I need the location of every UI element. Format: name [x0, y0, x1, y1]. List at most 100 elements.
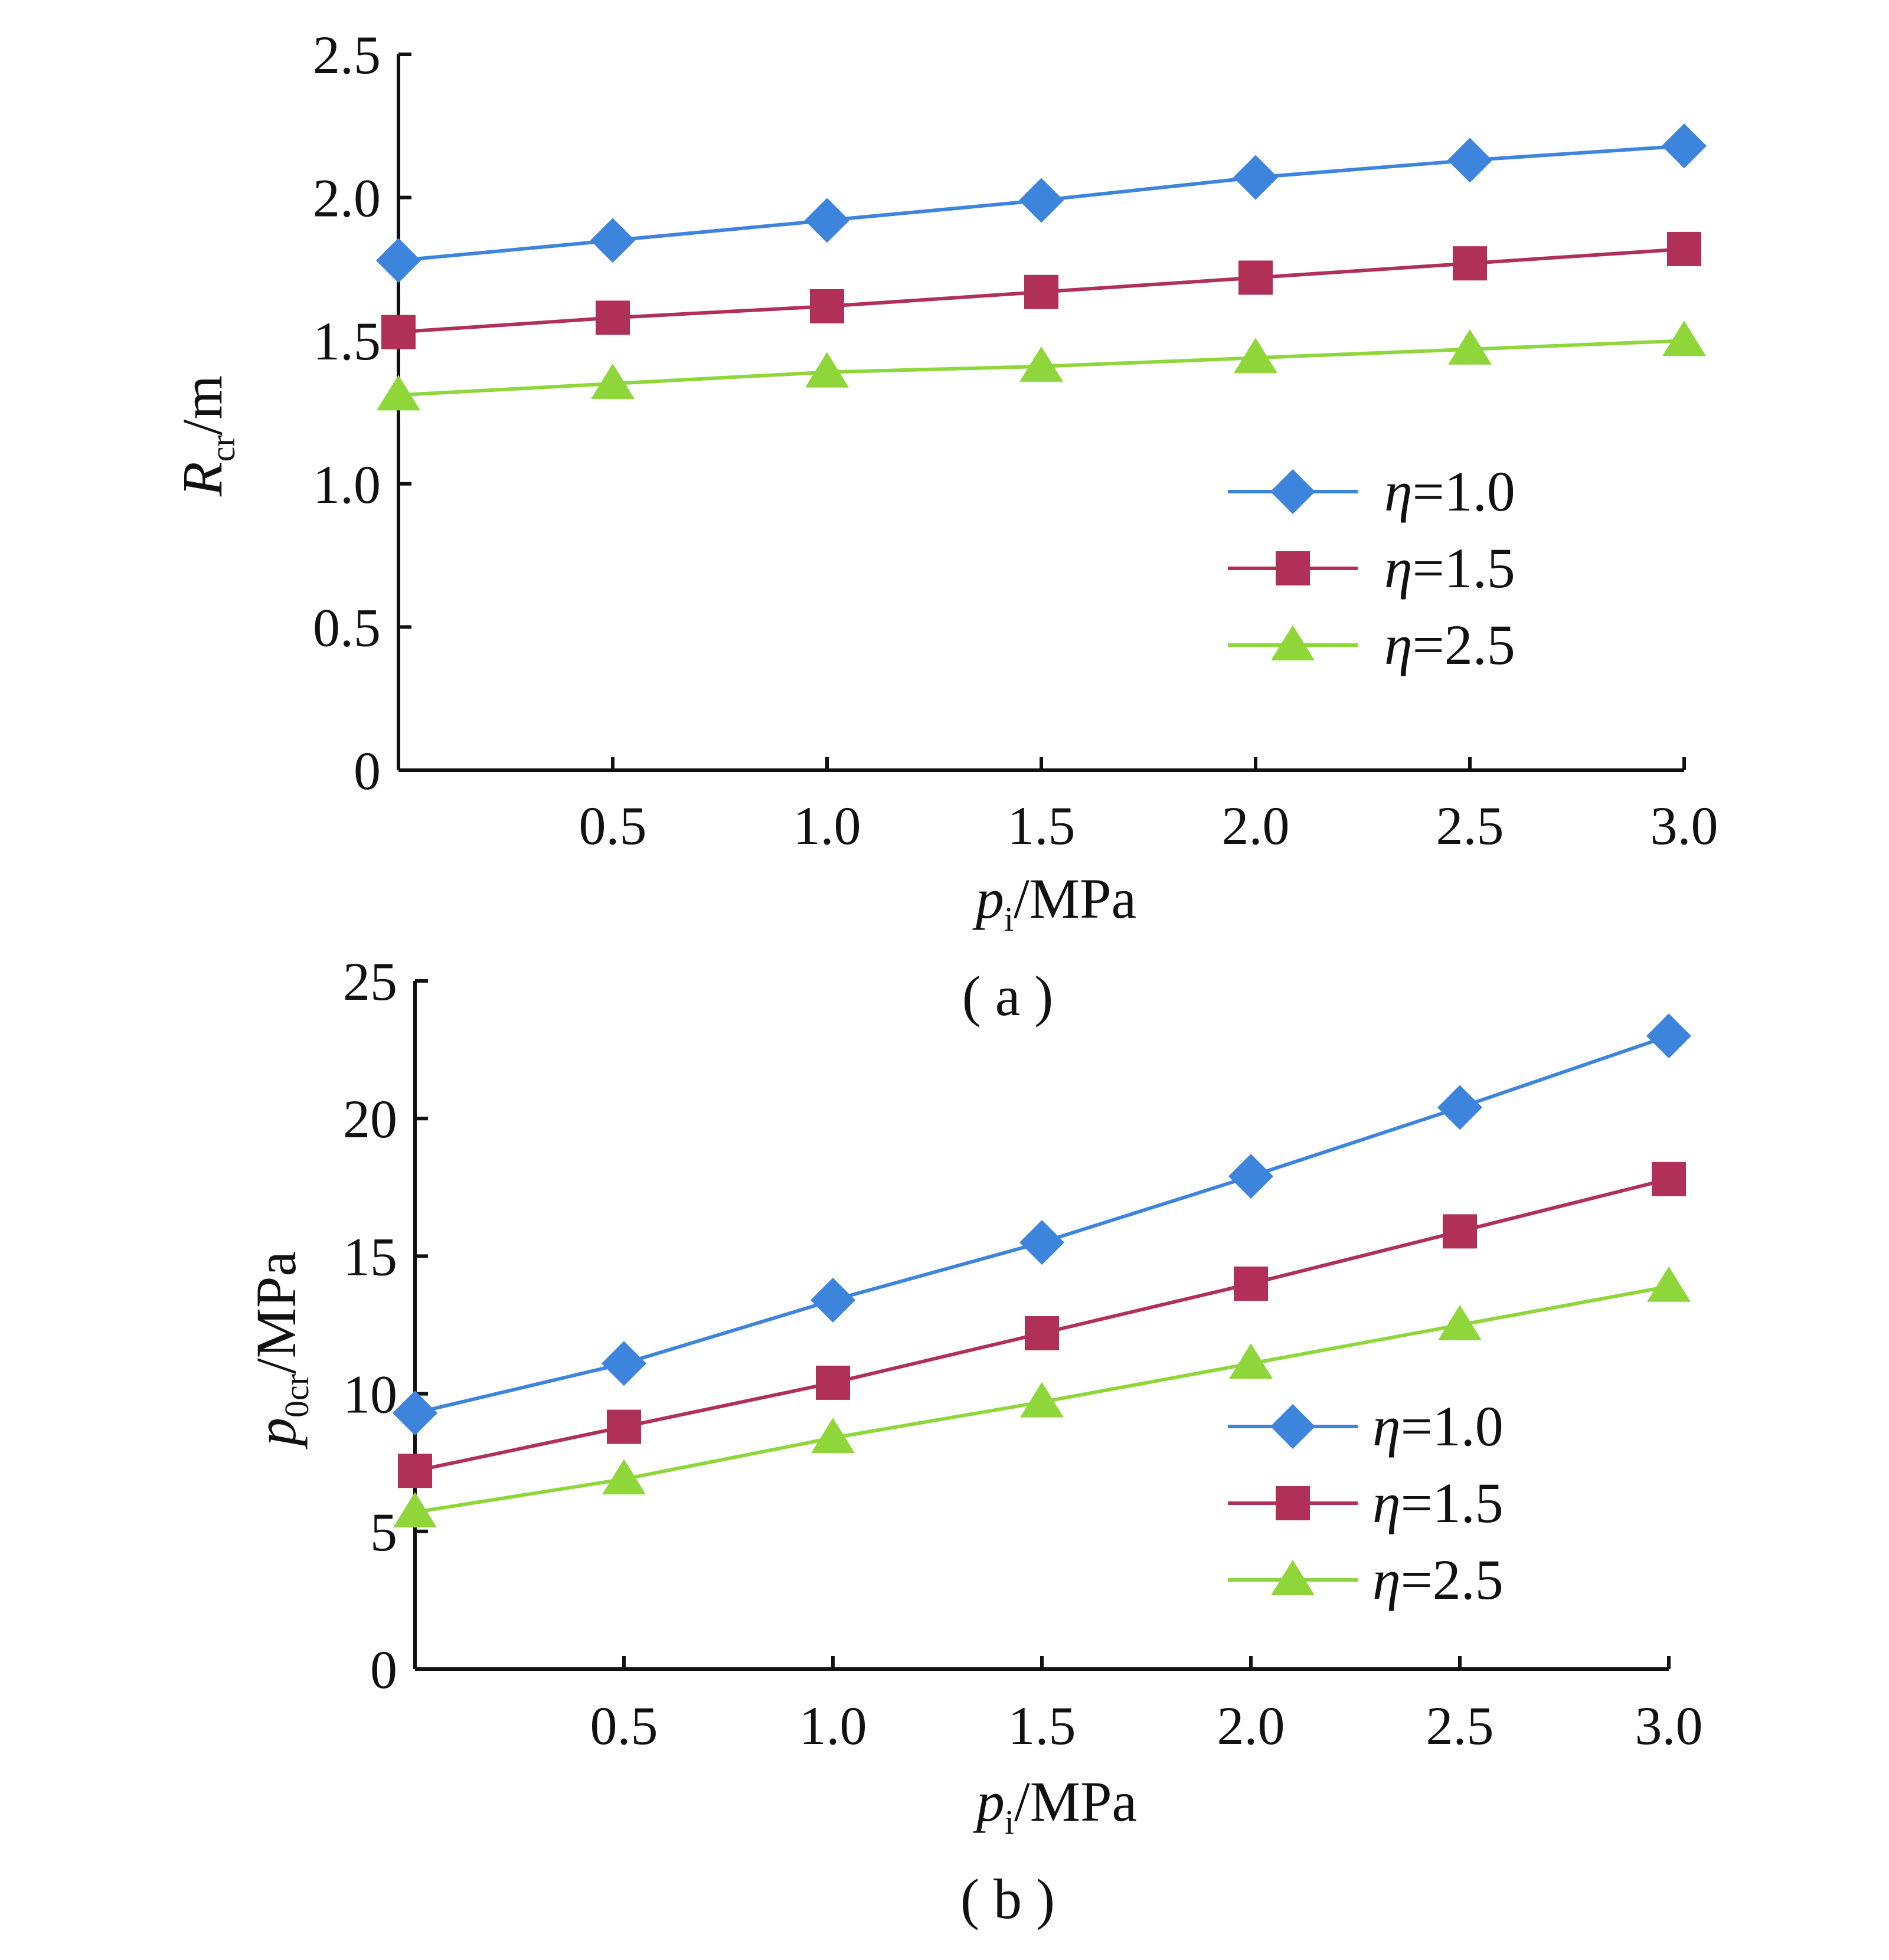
legend-symbol: η [1384, 613, 1413, 676]
data-point-marker [1228, 1154, 1273, 1199]
panel-label: ( a ) [962, 964, 1054, 1028]
y-tick-label: 0 [354, 741, 381, 801]
y-tick-label: 5 [370, 1502, 397, 1562]
data-point-marker [1025, 1316, 1059, 1350]
x-tick-label: 0.5 [579, 796, 647, 856]
x-axis-title-sub: i [1005, 1803, 1014, 1841]
y-tick-label: 15 [343, 1226, 397, 1287]
x-axis-title-unit: /MPa [1014, 867, 1136, 930]
data-point-marker [1443, 1214, 1477, 1249]
data-point-marker [811, 1418, 855, 1454]
x-tick-label: 2.0 [1222, 796, 1290, 856]
data-point-marker [816, 1365, 850, 1400]
legend-value: =1.0 [1413, 460, 1515, 523]
x-axis-title-main: p [972, 867, 1004, 930]
data-point-marker [590, 218, 635, 263]
legend-label: η=1.5 [1384, 536, 1515, 600]
data-point-marker [393, 1492, 437, 1528]
data-point-marker [1646, 1013, 1691, 1059]
x-tick-label: 2.5 [1426, 1696, 1494, 1756]
x-tick-label: 1.5 [1008, 796, 1076, 856]
x-tick-label: 2.5 [1436, 796, 1504, 856]
data-point-marker [607, 1409, 641, 1444]
y-tick-label: 1.5 [313, 311, 381, 371]
data-point-marker [1234, 1267, 1268, 1301]
data-point-marker [1019, 178, 1064, 223]
data-point-marker [591, 363, 635, 399]
data-point-marker [1662, 123, 1707, 169]
data-point-marker [398, 1454, 432, 1488]
legend-symbol: η [1372, 1471, 1401, 1534]
y-tick-label: 20 [343, 1089, 397, 1149]
data-point-marker [810, 1278, 855, 1323]
x-tick-label: 1.0 [799, 1696, 867, 1756]
y-axis-title-sub: cr [204, 435, 242, 462]
data-point-marker [805, 198, 849, 243]
legend-marker [1270, 1404, 1315, 1449]
data-point-marker [377, 375, 420, 411]
y-axis-title-unit: /m [171, 375, 234, 435]
legend-marker [1271, 625, 1315, 660]
y-tick-label: 10 [343, 1365, 397, 1425]
legend-label: η=1.5 [1372, 1471, 1504, 1534]
legend-value: =1.5 [1413, 536, 1515, 600]
data-point-marker [602, 1459, 646, 1495]
data-point-marker [1667, 231, 1701, 266]
data-point-marker [1448, 329, 1492, 365]
x-axis-title: pi/MPa [973, 1770, 1137, 1841]
data-point-marker [1453, 246, 1487, 281]
data-point-marker [602, 1341, 646, 1386]
y-axis-title-unit: /MPa [244, 1251, 308, 1374]
data-point-marker [1229, 1343, 1273, 1379]
x-axis-title-main: p [973, 1770, 1005, 1833]
panel-label: ( b ) [960, 1867, 1055, 1930]
x-tick-label: 3.0 [1635, 1696, 1703, 1756]
y-tick-label: 2.5 [313, 25, 381, 85]
legend-value: =2.5 [1401, 1548, 1504, 1611]
data-point-marker [1652, 1161, 1686, 1196]
data-point-marker [805, 352, 849, 388]
data-point-marker [1234, 338, 1277, 374]
y-axis-title: Rcr/m [171, 375, 242, 497]
x-tick-label: 2.0 [1217, 1696, 1285, 1756]
data-point-marker [1662, 320, 1706, 356]
data-point-marker [376, 238, 421, 283]
x-tick-label: 3.0 [1651, 796, 1718, 856]
legend-value: =2.5 [1413, 613, 1515, 676]
data-point-marker [596, 300, 630, 335]
data-point-marker [1024, 274, 1058, 309]
x-tick-label: 1.0 [793, 796, 861, 856]
y-tick-label: 0.5 [313, 597, 381, 657]
x-axis-title-sub: i [1004, 900, 1014, 938]
legend-label: η=2.5 [1372, 1548, 1504, 1611]
legend-value: =1.5 [1401, 1471, 1504, 1534]
data-point-marker [1020, 1382, 1064, 1418]
y-tick-label: 1.0 [313, 454, 381, 515]
legend-symbol: η [1384, 536, 1413, 600]
y-axis-title-main: R [171, 462, 234, 497]
data-point-marker [1019, 1220, 1064, 1265]
data-point-marker [1438, 1305, 1482, 1340]
data-point-marker [393, 1390, 437, 1436]
y-axis-title-main: p [244, 1418, 308, 1449]
y-tick-label: 0 [370, 1640, 397, 1700]
y-tick-label: 25 [343, 951, 397, 1012]
panel-a: 0 0.5 1.0 1.5 2.0 2.5 0.5 1.0 1.5 2.0 2.5 3.0 pi/MPa… [171, 25, 1718, 1028]
y-axis-title: p0cr/MPa [244, 1251, 316, 1449]
legend-marker [1270, 469, 1315, 514]
legend-marker [1276, 1486, 1310, 1520]
x-tick-label: 1.5 [1008, 1696, 1076, 1756]
legend-label: η=1.0 [1384, 460, 1515, 523]
legend-label: η=1.0 [1372, 1395, 1504, 1458]
data-point-marker [810, 289, 844, 323]
data-point-marker [1238, 260, 1273, 295]
legend-symbol: η [1372, 1548, 1401, 1611]
data-point-marker [1233, 155, 1278, 200]
legend-marker [1271, 1560, 1315, 1595]
x-tick-label: 0.5 [590, 1696, 658, 1756]
legend-symbol: η [1384, 460, 1413, 523]
legend-label: η=2.5 [1384, 613, 1515, 676]
